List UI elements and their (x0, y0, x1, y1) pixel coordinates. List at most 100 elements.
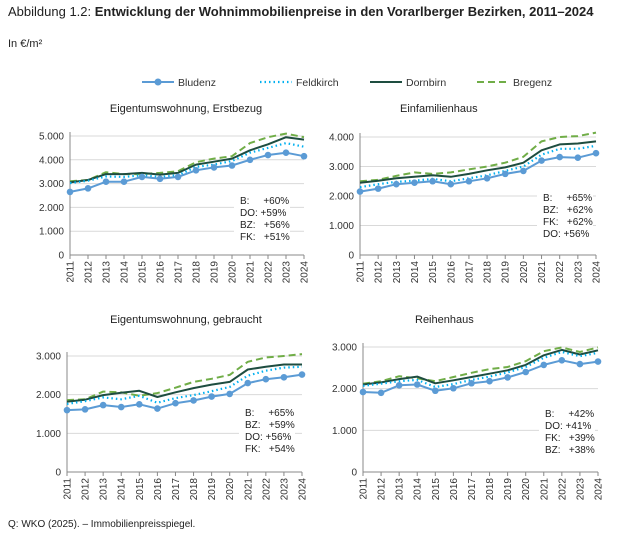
data-point-bludenz (300, 152, 308, 160)
legend-item-dornbirn: Dornbirn (370, 77, 446, 89)
growth-annotation: FK: +54% (245, 444, 295, 455)
legend-label: Dornbirn (406, 77, 446, 89)
annotation-box (234, 192, 290, 244)
figure-title-text: Entwicklung der Wohnimmobilienpreise in … (94, 4, 594, 19)
x-tick-label: 2022 (264, 261, 275, 284)
data-point-bludenz (280, 373, 288, 381)
growth-annotation: FK: +39% (545, 433, 595, 444)
unit-label: In €/m² (8, 38, 43, 50)
data-point-bludenz (66, 188, 74, 196)
x-tick-label: 2018 (189, 478, 200, 501)
data-point-bludenz (594, 358, 602, 365)
data-point-bludenz (540, 361, 548, 369)
x-tick-label: 2023 (282, 261, 293, 284)
x-tick-label: 2017 (171, 478, 182, 501)
x-tick-label: 2023 (279, 478, 290, 501)
data-point-bludenz (190, 397, 197, 404)
data-point-bludenz (432, 387, 439, 395)
data-point-bludenz (174, 173, 182, 181)
x-tick-label: 2014 (120, 261, 131, 284)
data-point-bludenz (244, 379, 252, 387)
y-tick-label: 3.000 (332, 343, 357, 354)
x-tick-label: 2019 (501, 261, 512, 284)
series-line-bregenz (69, 132, 305, 183)
y-tick-label: 2.000 (332, 384, 357, 395)
data-point-bludenz (210, 164, 218, 171)
x-tick-label: 2016 (153, 478, 164, 501)
x-tick-label: 2011 (359, 478, 370, 500)
data-point-bludenz (504, 374, 511, 381)
data-point-bludenz (501, 170, 509, 178)
series-line-dornbirn (362, 348, 599, 386)
data-point-bludenz (298, 371, 306, 378)
x-tick-label: 2017 (174, 261, 185, 284)
data-point-bludenz (282, 149, 290, 156)
annotation-box (239, 404, 295, 456)
series-line-dornbirn (359, 140, 597, 184)
data-point-bludenz (81, 406, 89, 413)
data-point-bludenz (117, 403, 125, 411)
data-point-bludenz (84, 185, 92, 192)
growth-annotation: B: +65% (245, 408, 294, 419)
x-tick-label: 2014 (117, 478, 128, 501)
data-point-bludenz (63, 406, 71, 414)
x-tick-label: 2020 (225, 478, 236, 501)
annotation-box (539, 405, 595, 457)
x-tick-label: 2022 (261, 478, 272, 501)
data-point-bludenz (264, 151, 272, 159)
series-line-feldkirch (362, 350, 599, 389)
y-tick-label: 4.000 (329, 133, 354, 144)
data-point-bludenz (120, 178, 128, 185)
y-tick-label: 0 (55, 468, 61, 479)
data-point-bludenz (574, 154, 582, 161)
x-tick-label: 2022 (557, 478, 568, 501)
data-point-bludenz (156, 175, 164, 183)
x-tick-label: 2018 (485, 478, 496, 501)
x-tick-label: 2021 (539, 478, 550, 501)
data-point-bludenz (192, 166, 200, 174)
legend-marker (154, 78, 162, 86)
chart-title: Eigentumswohnung, gebraucht (110, 314, 262, 326)
y-tick-label: 3.000 (36, 352, 61, 363)
x-tick-label: 2011 (66, 261, 77, 283)
data-point-bludenz (486, 377, 493, 385)
x-tick-label: 2018 (483, 261, 494, 284)
data-point-bludenz (374, 185, 382, 192)
data-point-bludenz (154, 405, 161, 412)
source-note: Q: WKO (2025). – Immobilienpreisspiegel. (8, 519, 196, 530)
y-tick-label: 1.000 (329, 221, 354, 232)
data-point-bludenz (102, 178, 110, 185)
series-line-feldkirch (66, 365, 303, 405)
annotation-box (537, 189, 593, 241)
x-tick-label: 2019 (503, 478, 514, 501)
data-point-bludenz (522, 368, 529, 376)
x-tick-label: 2024 (300, 261, 311, 284)
data-point-bludenz (359, 388, 367, 396)
data-point-bludenz (246, 156, 254, 164)
x-tick-label: 2024 (592, 261, 603, 284)
data-point-bludenz (262, 375, 270, 383)
y-tick-label: 2.000 (39, 203, 64, 214)
y-tick-label: 1.000 (332, 426, 357, 437)
data-point-bludenz (393, 180, 400, 188)
data-point-bludenz (576, 360, 584, 368)
data-point-bludenz (208, 393, 215, 400)
growth-annotation: DO: +41% (545, 421, 592, 432)
series-line-dornbirn (69, 136, 305, 184)
x-tick-label: 2011 (63, 478, 74, 500)
x-tick-label: 2012 (81, 478, 92, 501)
x-tick-label: 2021 (243, 478, 254, 501)
x-tick-label: 2014 (410, 261, 421, 284)
growth-annotation: FK: +62% (543, 217, 593, 228)
data-point-bludenz (558, 357, 566, 364)
y-tick-label: 4.000 (39, 155, 64, 166)
y-tick-label: 5.000 (39, 132, 64, 143)
data-point-bludenz (520, 167, 527, 175)
y-tick-label: 3.000 (39, 179, 64, 190)
legend-item-bludenz: Bludenz (142, 77, 216, 89)
series-line-bregenz (359, 131, 597, 183)
x-tick-label: 2017 (464, 261, 475, 284)
x-tick-label: 2013 (392, 261, 403, 284)
y-tick-label: 0 (351, 468, 357, 479)
